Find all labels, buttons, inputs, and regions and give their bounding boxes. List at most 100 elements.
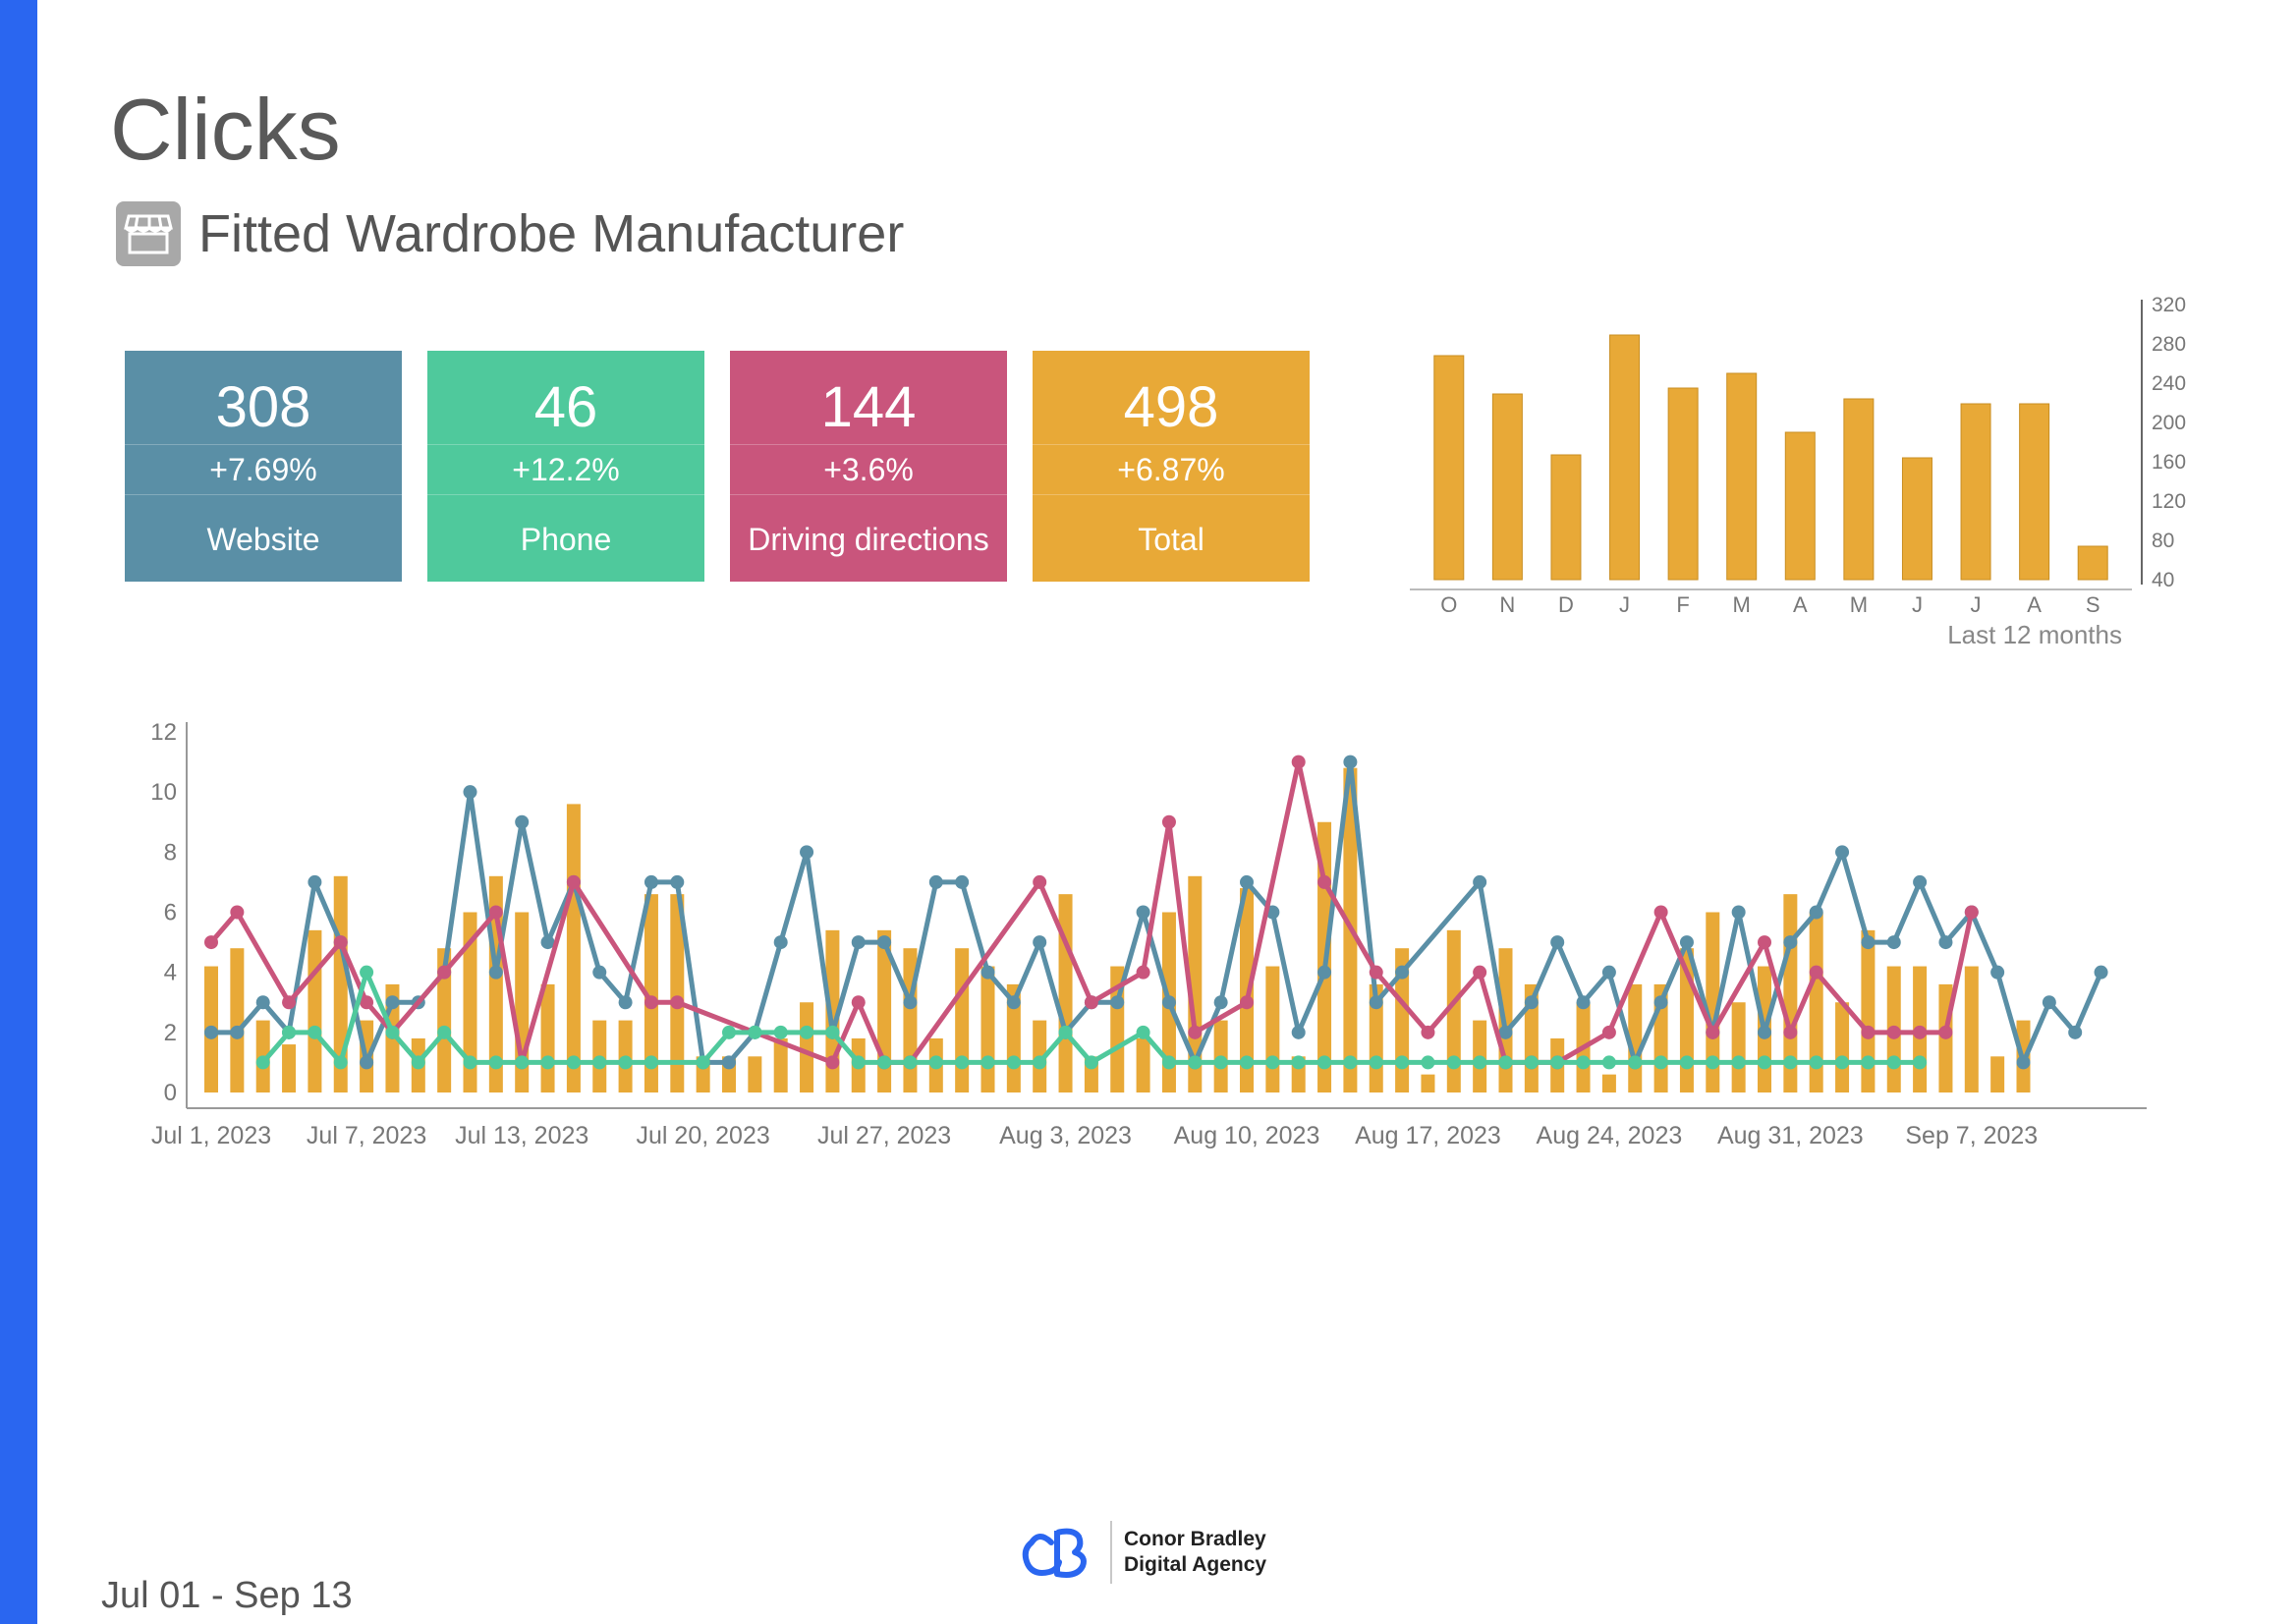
series-point-driving-directions [1758, 935, 1771, 950]
agency-logo-icon [1022, 1528, 1087, 1578]
daily-total-bar [800, 1002, 814, 1092]
kpi-value: 46 [533, 375, 598, 439]
monthly-bar [1667, 387, 1699, 581]
monthly-bar [2019, 403, 2050, 581]
daily-total-bar [1731, 1002, 1746, 1092]
daily-total-bar [644, 894, 658, 1092]
series-point-driving-directions [670, 995, 685, 1010]
daily-clicks-chart: 0 2 4 6 8 10 12 Jul 1, 2023 Jul 7, 2023 Jul 13, 2… [150, 719, 2147, 1149]
series-point-website [800, 845, 814, 860]
series-point-website [1161, 995, 1176, 1010]
series-point-phone [1758, 1055, 1771, 1070]
kpi-change: +7.69% [125, 444, 402, 494]
series-point-driving-directions [437, 965, 452, 980]
monthly-bar [1960, 403, 1991, 581]
series-point-phone [437, 1025, 452, 1039]
series-point-website [1576, 995, 1591, 1010]
kpi-value: 498 [1123, 375, 1219, 439]
series-point-website [928, 874, 943, 889]
y-tick-label: 40 [2152, 569, 2174, 591]
series-point-phone [1731, 1055, 1746, 1070]
series-point-website [488, 965, 503, 980]
series-point-phone [1783, 1055, 1798, 1070]
kpi-label: Phone [427, 494, 704, 584]
series-point-website [1291, 1025, 1306, 1039]
series-point-driving-directions [1783, 1025, 1798, 1039]
series-point-phone [540, 1055, 555, 1070]
x-axis-title: Last 12 months [1947, 620, 2122, 649]
y-tick-label: 240 [2152, 372, 2186, 395]
x-tick-label: Jul 1, 2023 [151, 1122, 271, 1149]
series-point-phone [308, 1025, 322, 1039]
series-point-website [385, 995, 400, 1010]
series-point-website [1317, 965, 1332, 980]
series-point-driving-directions [1421, 1025, 1435, 1039]
daily-total-bar [282, 1044, 297, 1092]
series-point-website [540, 935, 555, 950]
series-point-phone [748, 1025, 762, 1039]
series-point-website [670, 874, 685, 889]
kpi-change: +3.6% [730, 444, 1007, 494]
series-point-phone [851, 1055, 866, 1070]
series-point-driving-directions [1188, 1025, 1203, 1039]
agency-name-line1: Conor Bradley [1124, 1527, 1266, 1550]
series-point-driving-directions [488, 905, 503, 920]
series-point-website [851, 935, 866, 950]
series-point-driving-directions [1938, 1025, 1953, 1039]
series-point-driving-directions [230, 905, 245, 920]
daily-total-bar [540, 983, 555, 1092]
series-point-phone [877, 1055, 892, 1070]
y-tick-label: 120 [2152, 490, 2186, 513]
series-point-phone [1861, 1055, 1876, 1070]
series-point-website [1886, 935, 1901, 950]
month-tick-label: D [1558, 592, 1574, 617]
series-point-phone [1421, 1055, 1435, 1070]
monthly-bar [1726, 372, 1758, 581]
y-tick-label: 6 [164, 900, 177, 926]
series-point-website [1809, 905, 1823, 920]
series-point-website [1498, 1025, 1513, 1039]
series-point-website [360, 1055, 374, 1070]
kpi-card-total: 498 +6.87% Total [1033, 351, 1310, 582]
x-tick-label: Jul 13, 2023 [455, 1122, 588, 1149]
month-tick-label: J [1912, 592, 1923, 617]
x-tick-label: Aug 24, 2023 [1537, 1122, 1683, 1149]
monthly-bar [1491, 393, 1523, 581]
y-tick-label: 4 [164, 960, 177, 986]
series-point-website [1938, 935, 1953, 950]
series-point-website [1110, 995, 1125, 1010]
series-point-website [1835, 845, 1850, 860]
series-point-website [644, 874, 658, 889]
daily-total-bar [1240, 888, 1254, 1092]
series-point-phone [1369, 1055, 1383, 1070]
date-range: Jul 01 - Sep 13 [101, 1575, 353, 1616]
series-point-phone [1317, 1055, 1332, 1070]
y-tick-label: 320 [2152, 294, 2186, 316]
daily-total-bar [230, 948, 245, 1092]
series-point-phone [903, 1055, 918, 1070]
series-point-website [230, 1025, 245, 1039]
series-point-phone [722, 1025, 736, 1039]
series-point-phone [955, 1055, 970, 1070]
series-point-driving-directions [333, 935, 348, 950]
series-point-website [2016, 1055, 2031, 1070]
y-tick-label: 160 [2152, 451, 2186, 474]
series-point-phone [1498, 1055, 1513, 1070]
series-point-phone [1136, 1025, 1150, 1039]
series-point-phone [385, 1025, 400, 1039]
series-point-driving-directions [1240, 995, 1254, 1010]
series-point-phone [800, 1025, 814, 1039]
monthly-bar [1550, 454, 1582, 581]
series-point-phone [360, 965, 374, 980]
x-tick-label: Aug 10, 2023 [1174, 1122, 1320, 1149]
daily-total-bar [980, 966, 995, 1092]
kpi-card-phone: 46 +12.2% Phone [427, 351, 704, 582]
month-tick-label: A [1793, 592, 1808, 617]
series-point-website [1240, 874, 1254, 889]
x-tick-label: Aug 17, 2023 [1355, 1122, 1501, 1149]
series-line-phone [260, 970, 1921, 1065]
series-point-phone [333, 1055, 348, 1070]
agency-logo: Conor Bradley Digital Agency [1022, 1521, 1266, 1584]
series-point-phone [1628, 1055, 1643, 1070]
kpi-change: +12.2% [427, 444, 704, 494]
